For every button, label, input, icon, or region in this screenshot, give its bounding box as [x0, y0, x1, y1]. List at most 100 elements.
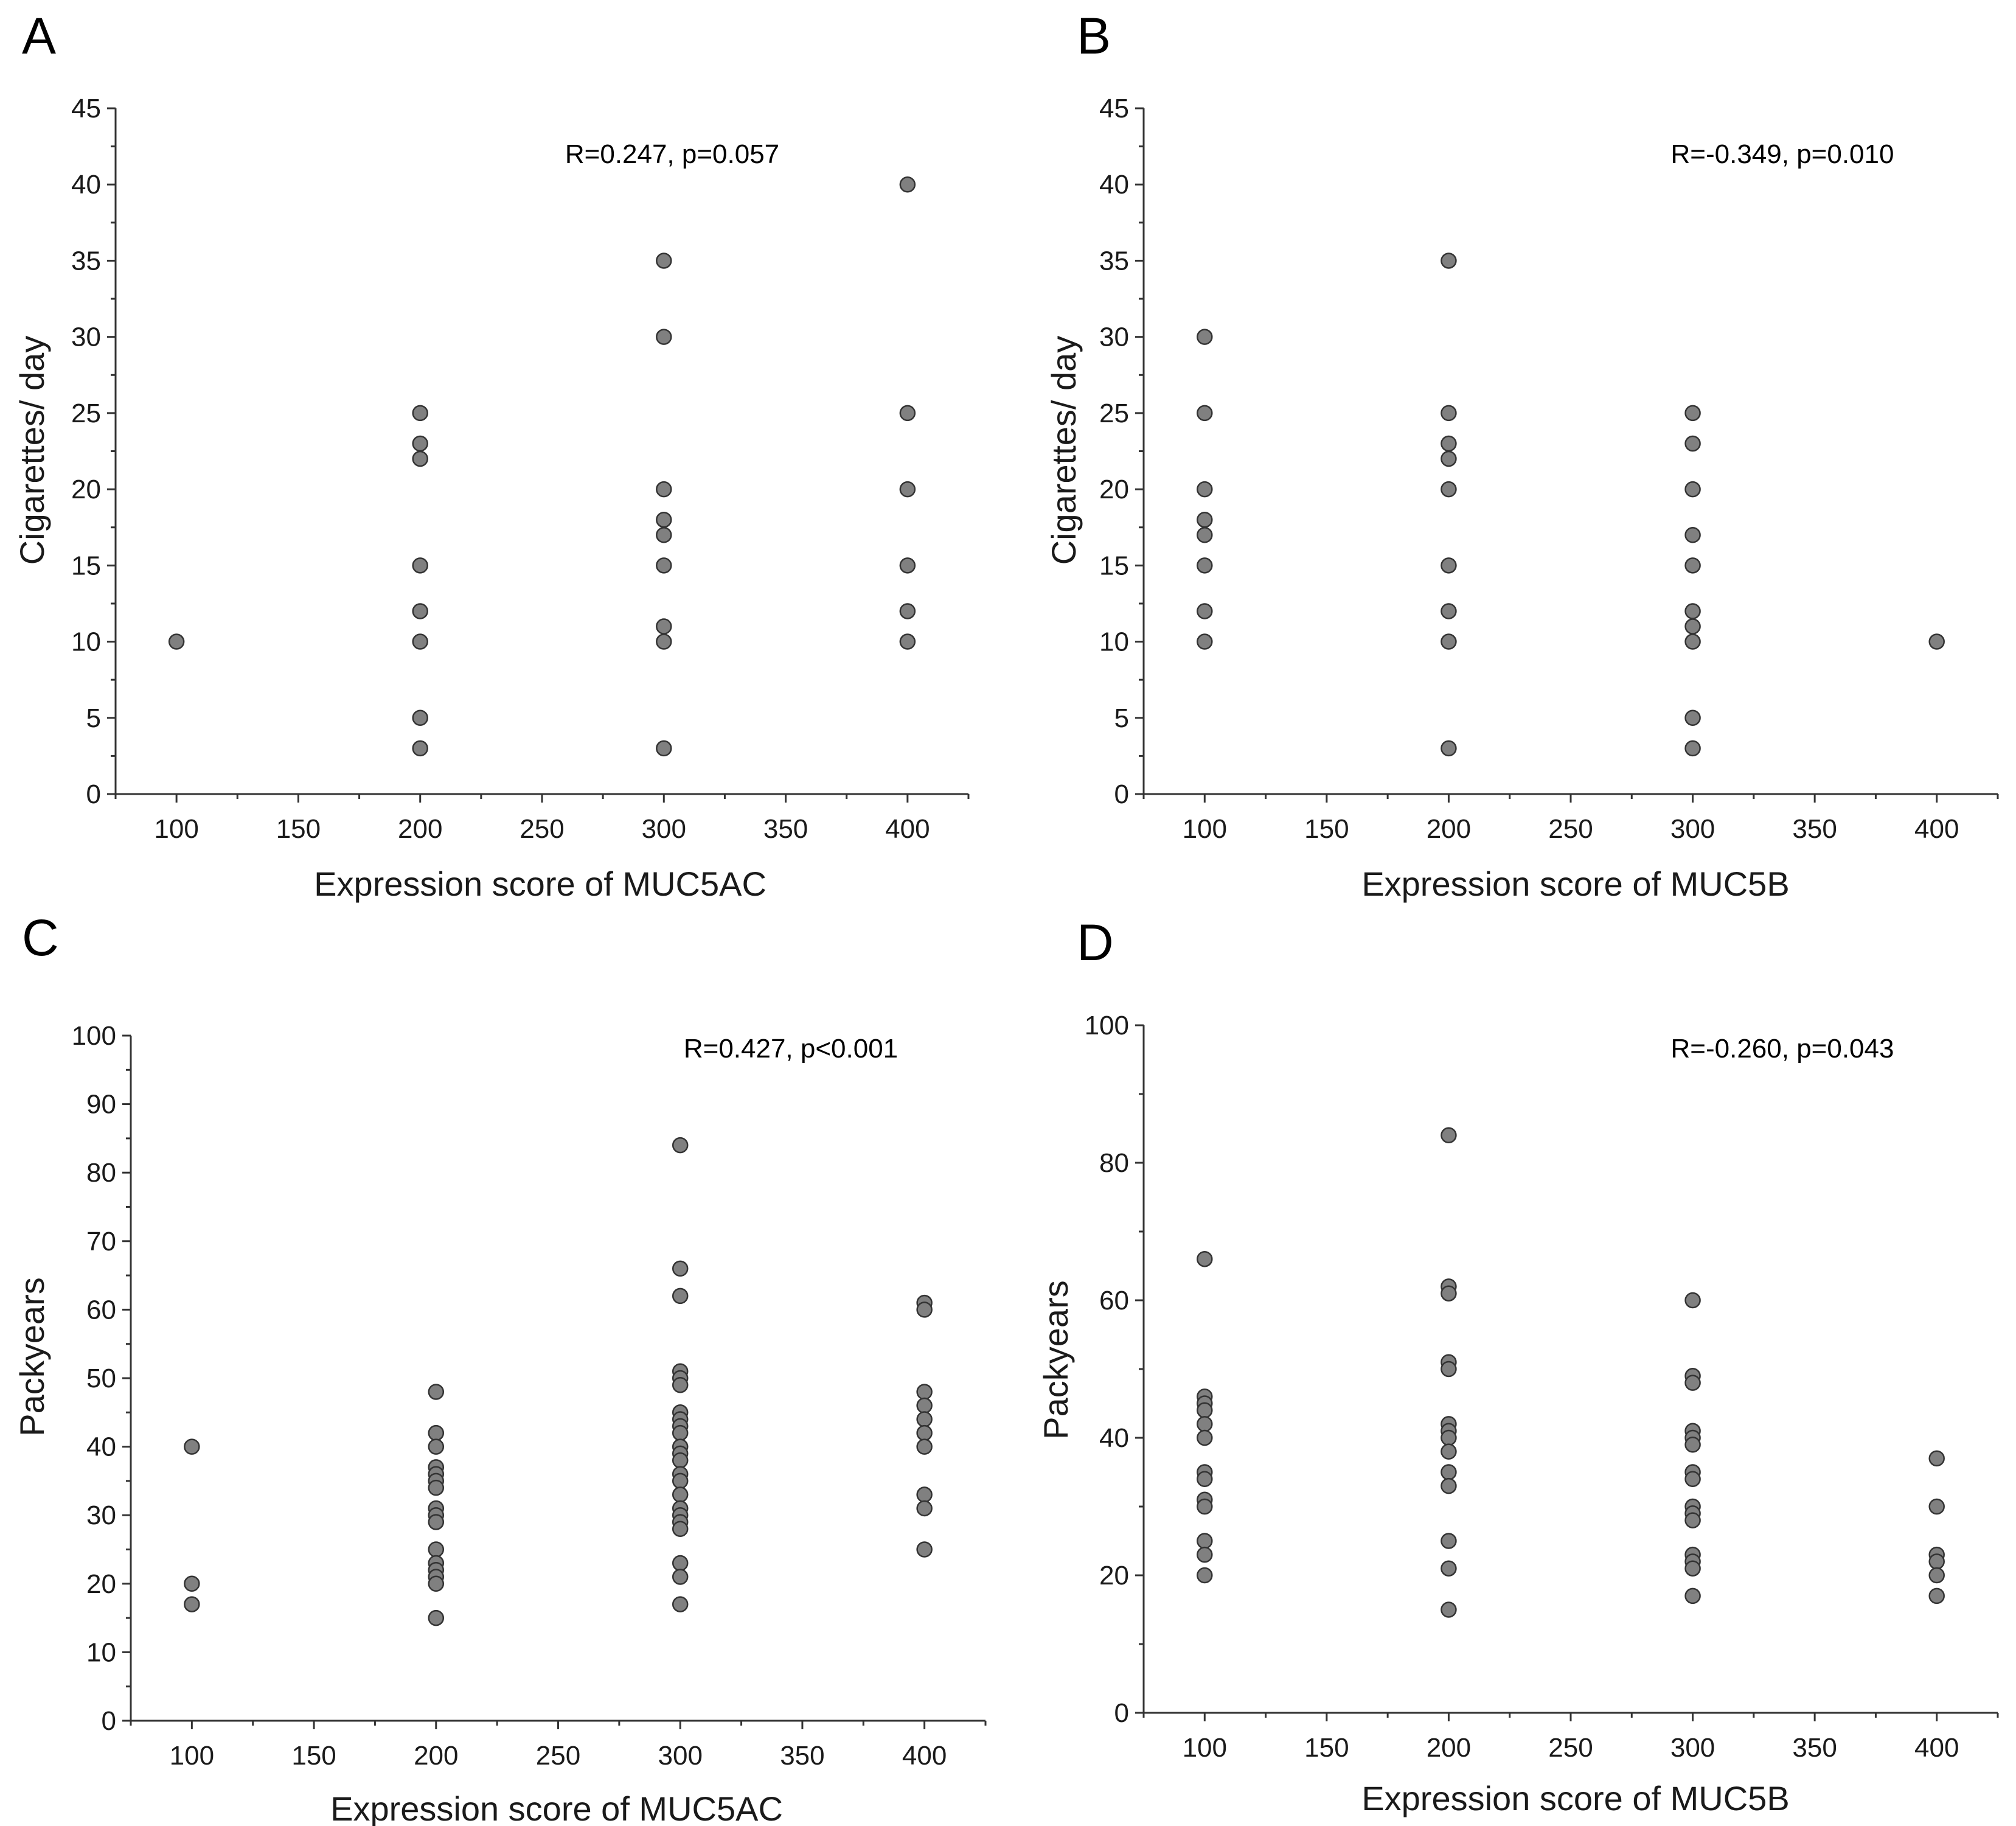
data-point	[1441, 450, 1457, 467]
x-tick-label: 400	[1914, 1733, 1959, 1763]
y-tick-label: 20	[86, 1569, 116, 1599]
data-point	[428, 1424, 445, 1441]
data-point	[916, 1438, 933, 1455]
data-point	[672, 1424, 689, 1441]
data-point	[1441, 557, 1457, 574]
x-tick-label: 100	[170, 1741, 214, 1771]
panel-b: B 0 5 10 15 20 25 30 35 40 45 100 150 200 250 300 350 400…	[1044, 7, 1999, 903]
data-point	[672, 1472, 689, 1490]
data-point	[916, 1541, 933, 1558]
y-tick-label: 20	[1099, 1561, 1129, 1591]
data-point	[1684, 1375, 1701, 1391]
data-point	[1197, 329, 1213, 345]
data-point	[428, 1384, 445, 1400]
y-axis-title: Packyears	[1037, 1280, 1075, 1439]
data-point	[1197, 1429, 1213, 1446]
data-point	[1684, 481, 1701, 498]
data-point	[1197, 1498, 1213, 1515]
x-tick-label: 400	[885, 814, 930, 844]
data-point	[1197, 1250, 1213, 1267]
y-tick-label: 5	[86, 703, 101, 733]
data-point	[672, 1377, 689, 1393]
data-point	[428, 1438, 445, 1455]
data-point	[672, 1486, 689, 1503]
data-point	[1197, 1546, 1213, 1563]
correlation-annotation: R=0.247, p=0.057	[565, 139, 779, 169]
x-tick-label: 200	[398, 814, 442, 844]
data-point	[1684, 526, 1701, 543]
data-point	[1928, 1587, 1945, 1605]
y-tick-label: 90	[86, 1090, 116, 1120]
data-point	[1197, 1533, 1213, 1549]
x-tick-label: 350	[763, 814, 808, 844]
data-point	[672, 1596, 689, 1612]
data-point	[428, 1479, 445, 1496]
data-point	[672, 1452, 689, 1469]
y-tick-label: 0	[1114, 779, 1129, 809]
x-axis-title: Expression score of MUC5AC	[330, 1789, 783, 1826]
data-point	[412, 740, 428, 757]
y-tick-label: 20	[1099, 475, 1129, 504]
data-point	[1928, 1450, 1945, 1467]
x-tick-label: 350	[780, 1741, 824, 1771]
data-point	[1197, 1567, 1213, 1584]
x-tick-label: 200	[1427, 814, 1471, 844]
x-tick-label: 150	[1304, 814, 1349, 844]
x-tick-label: 200	[1427, 1733, 1471, 1763]
data-point	[1928, 1553, 1945, 1570]
panel-d: D 0 20 40 60 80 100 100 150 200 250 300 350 400 Expres…	[1037, 914, 1999, 1817]
y-axis-title: Cigarettes/ day	[13, 336, 51, 565]
data-point	[1197, 1416, 1213, 1432]
data-point	[412, 557, 428, 574]
data-point	[184, 1596, 200, 1612]
data-point	[899, 633, 916, 650]
x-tick-label: 250	[1548, 1733, 1593, 1763]
data-point	[412, 405, 428, 422]
y-tick-label: 30	[1099, 322, 1129, 352]
data-point	[1928, 1567, 1945, 1584]
data-point	[412, 450, 428, 467]
data-point	[1684, 405, 1701, 422]
data-point	[1684, 603, 1701, 619]
panel-a: A 0 5 10 15 20 25 30 35 40 45 100 150 200 250 300 350 400…	[13, 7, 970, 903]
data-point	[916, 1384, 933, 1400]
x-tick-label: 100	[1183, 1733, 1227, 1763]
data-point	[1197, 633, 1213, 650]
x-tick-label: 250	[520, 814, 564, 844]
y-tick-label: 45	[1099, 94, 1129, 124]
y-tick-label: 40	[71, 170, 101, 200]
panel-letter: B	[1077, 7, 1111, 64]
data-point	[656, 329, 672, 345]
data-point	[1441, 1560, 1457, 1577]
data-point	[1441, 1361, 1457, 1378]
y-tick-label: 10	[86, 1637, 116, 1667]
x-tick-label: 100	[154, 814, 198, 844]
correlation-annotation: R=-0.349, p=0.010	[1671, 139, 1894, 169]
y-tick-label: 80	[1099, 1148, 1129, 1178]
data-point	[656, 511, 672, 528]
correlation-annotation: R=-0.260, p=0.043	[1671, 1034, 1894, 1064]
data-point	[1684, 709, 1701, 727]
y-tick-label: 40	[86, 1432, 116, 1462]
data-point	[1197, 511, 1213, 528]
data-point	[656, 618, 672, 635]
data-point	[656, 740, 672, 757]
data-point	[168, 633, 185, 650]
data-point	[916, 1397, 933, 1414]
data-point	[1197, 1471, 1213, 1488]
x-tick-label: 150	[276, 814, 321, 844]
x-axis-title: Expression score of MUC5AC	[314, 865, 766, 903]
data-point	[1441, 1443, 1457, 1460]
data-point	[1684, 1292, 1701, 1309]
data-point	[672, 1137, 689, 1154]
x-tick-label: 350	[1792, 1733, 1837, 1763]
x-tick-label: 250	[1548, 814, 1593, 844]
y-tick-label: 50	[86, 1364, 116, 1393]
data-point	[1441, 1127, 1457, 1144]
x-tick-label: 300	[1670, 1733, 1715, 1763]
data-point	[916, 1411, 933, 1427]
y-tick-label: 15	[1099, 551, 1129, 580]
data-point	[1684, 1560, 1701, 1577]
data-point	[1684, 1471, 1701, 1488]
y-tick-label: 25	[1099, 399, 1129, 428]
